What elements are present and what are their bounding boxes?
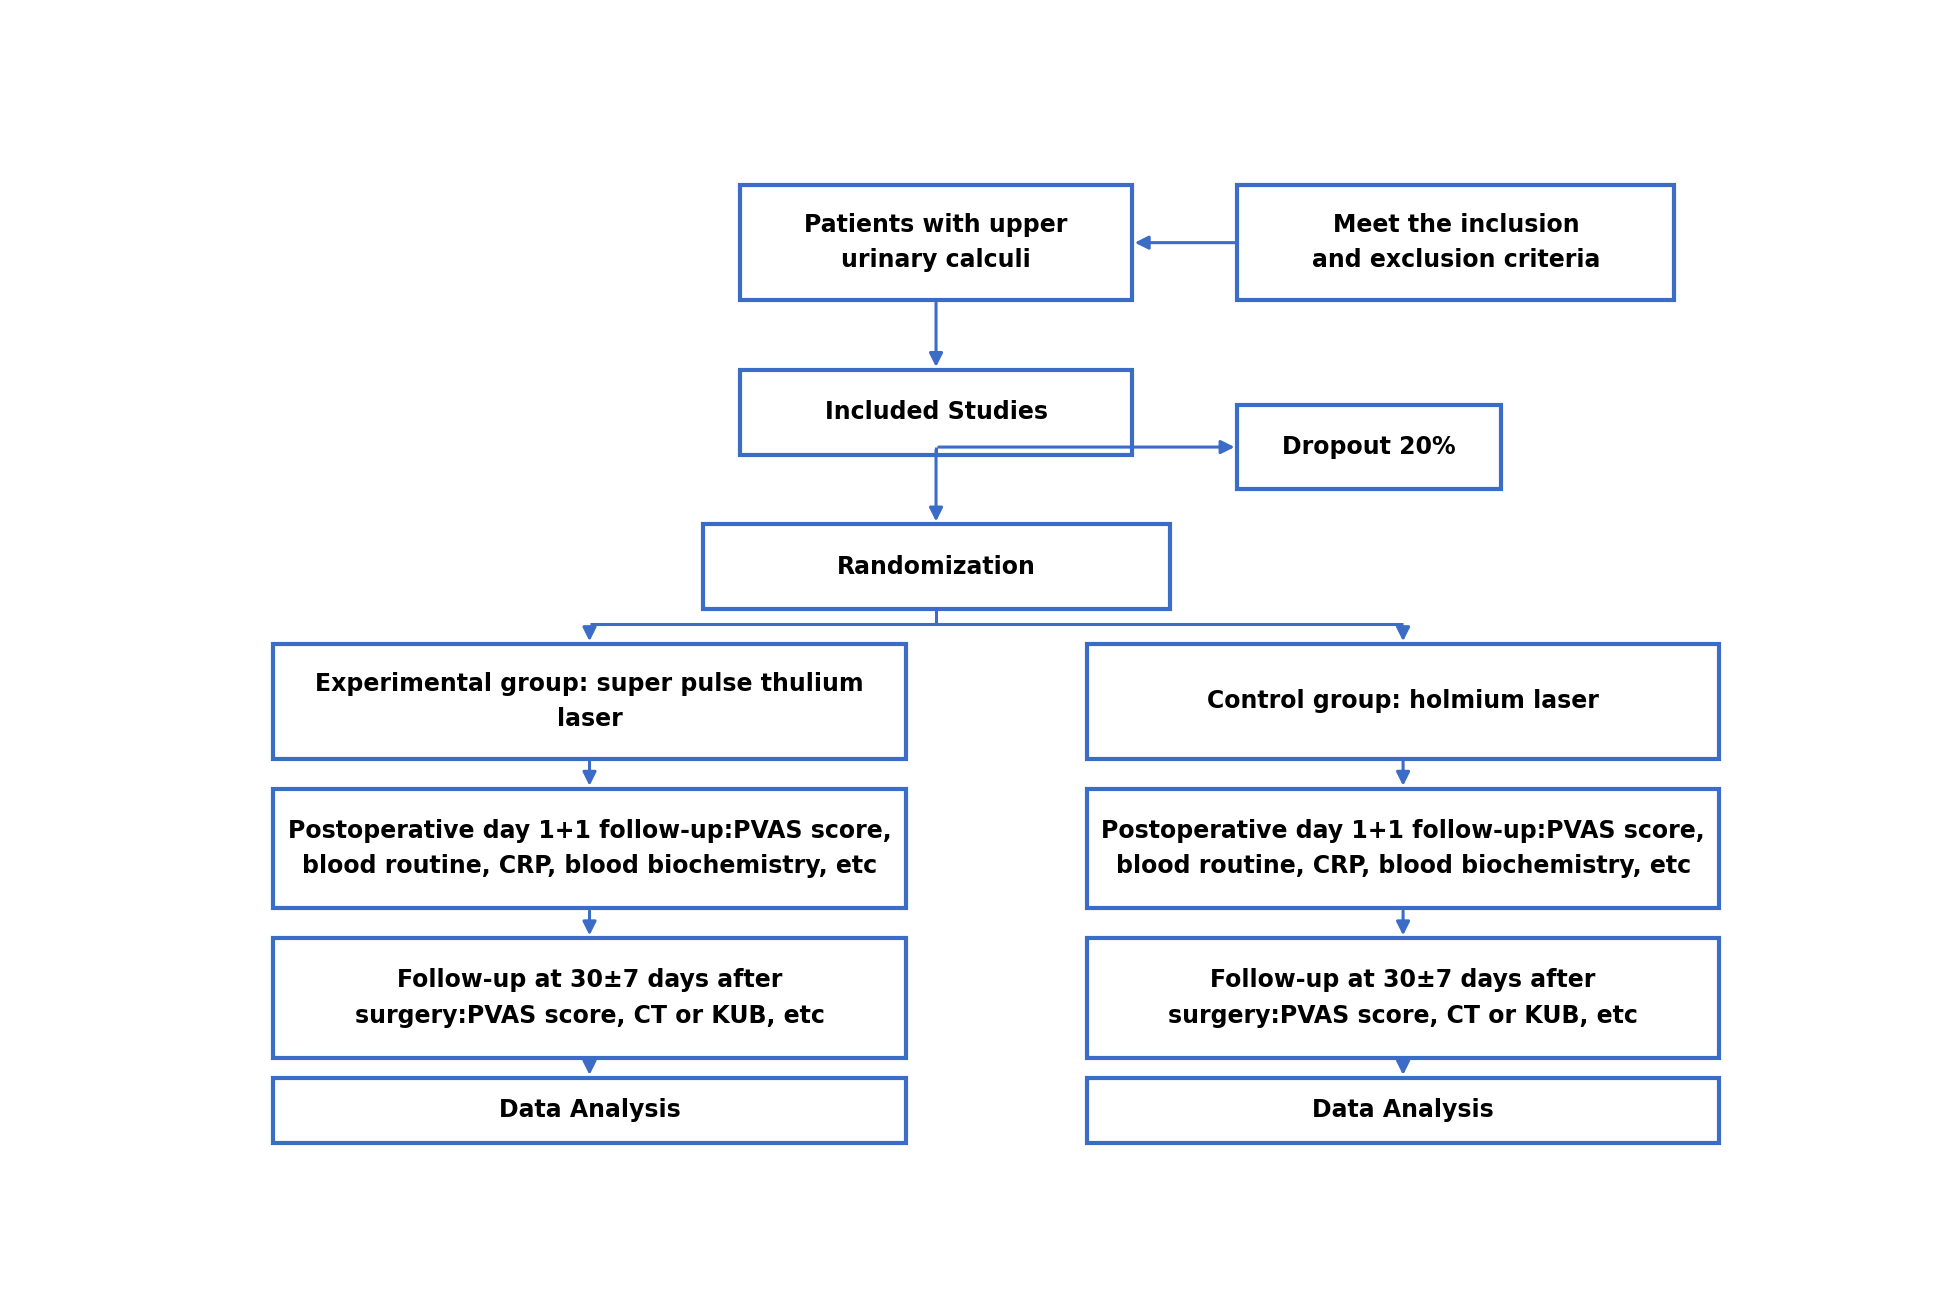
FancyBboxPatch shape — [272, 789, 906, 908]
Text: Dropout 20%: Dropout 20% — [1283, 435, 1456, 458]
Text: Postoperative day 1+1 follow-up:PVAS score,
blood routine, CRP, blood biochemist: Postoperative day 1+1 follow-up:PVAS sco… — [1100, 818, 1705, 878]
FancyBboxPatch shape — [1087, 789, 1718, 908]
FancyBboxPatch shape — [272, 938, 906, 1058]
FancyBboxPatch shape — [272, 644, 906, 759]
FancyBboxPatch shape — [702, 524, 1170, 609]
Text: Data Analysis: Data Analysis — [500, 1098, 680, 1123]
FancyBboxPatch shape — [1087, 644, 1718, 759]
FancyBboxPatch shape — [1238, 404, 1501, 490]
Text: Meet the inclusion
and exclusion criteria: Meet the inclusion and exclusion criteri… — [1312, 212, 1600, 272]
Text: Follow-up at 30±7 days after
surgery:PVAS score, CT or KUB, etc: Follow-up at 30±7 days after surgery:PVA… — [354, 969, 824, 1028]
FancyBboxPatch shape — [741, 185, 1131, 300]
Text: Included Studies: Included Studies — [824, 400, 1048, 425]
FancyBboxPatch shape — [1087, 938, 1718, 1058]
Text: Postoperative day 1+1 follow-up:PVAS score,
blood routine, CRP, blood biochemist: Postoperative day 1+1 follow-up:PVAS sco… — [288, 818, 892, 878]
FancyBboxPatch shape — [1087, 1077, 1718, 1142]
Text: Data Analysis: Data Analysis — [1312, 1098, 1493, 1123]
Text: Follow-up at 30±7 days after
surgery:PVAS score, CT or KUB, etc: Follow-up at 30±7 days after surgery:PVA… — [1168, 969, 1639, 1028]
FancyBboxPatch shape — [272, 1077, 906, 1142]
Text: Randomization: Randomization — [836, 554, 1036, 579]
Text: Patients with upper
urinary calculi: Patients with upper urinary calculi — [805, 212, 1067, 272]
FancyBboxPatch shape — [1238, 185, 1674, 300]
FancyBboxPatch shape — [741, 370, 1131, 455]
Text: Control group: holmium laser: Control group: holmium laser — [1207, 689, 1600, 714]
Text: Experimental group: super pulse thulium
laser: Experimental group: super pulse thulium … — [315, 672, 863, 732]
